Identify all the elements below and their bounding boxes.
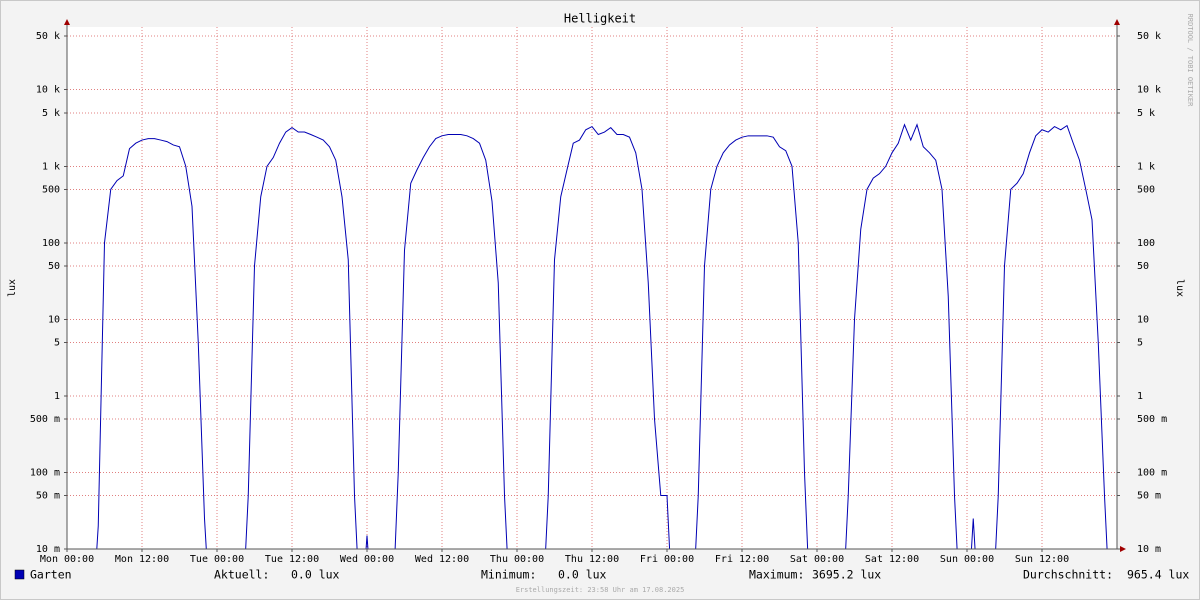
- stat-value: 0.0 lux: [558, 568, 607, 582]
- y-tick-label: 10: [48, 314, 60, 325]
- y-tick-label: 100: [42, 238, 60, 249]
- x-tick-label: Mon 12:00: [115, 554, 169, 565]
- x-tick-label: Tue 12:00: [265, 554, 319, 565]
- legend-label: Garten: [30, 568, 72, 582]
- lines: [96, 123, 1108, 549]
- x-tick-label: Mon 00:00: [40, 554, 94, 565]
- y-tick-label: 5 k: [42, 108, 60, 119]
- stat-label: Minimum:: [481, 568, 536, 582]
- y2-tick-label: 100: [1137, 238, 1155, 249]
- x-tick-label: Tue 00:00: [190, 554, 244, 565]
- series-line: [96, 123, 1108, 549]
- legend-swatch: [14, 569, 25, 580]
- axis-arrow: [1114, 19, 1120, 25]
- y2-tick-label: 10: [1137, 314, 1149, 325]
- y2-tick-label: 10 m: [1137, 544, 1161, 555]
- footer: Erstellungszeit: 23:58 Uhr am 17.08.2025: [516, 586, 685, 594]
- y2-tick-label: 5 k: [1137, 108, 1155, 119]
- stat-value: 965.4 lux: [1127, 568, 1189, 582]
- y2-tick-label: 50 m: [1137, 490, 1161, 501]
- y2-tick-label: 500 m: [1137, 414, 1167, 425]
- stat-value: 0.0 lux: [291, 568, 340, 582]
- y-tick-label: 10 k: [36, 85, 60, 96]
- stat-value: 3695.2 lux: [812, 568, 881, 582]
- x-tick-label: Wed 00:00: [340, 554, 394, 565]
- y-tick-label: 50 k: [36, 31, 60, 42]
- y2-tick-label: 500: [1137, 184, 1155, 195]
- y2-tick-label: 5: [1137, 337, 1143, 348]
- x-tick-label: Fri 00:00: [640, 554, 694, 565]
- stat-label: Maximum:: [749, 568, 804, 582]
- watermark: RRDTOOL / TOBI OETIKER: [1186, 14, 1194, 108]
- y-tick-label: 1: [54, 391, 60, 402]
- stat-label: Aktuell:: [214, 568, 269, 582]
- x-tick-label: Thu 12:00: [565, 554, 619, 565]
- x-tick-label: Wed 12:00: [415, 554, 469, 565]
- grid: 50 k 50 k 10 k 10 k 5 k 5 k 1 k 1 k 500 500 100 100…: [30, 27, 1167, 565]
- stat-label: Durchschnitt:: [1023, 568, 1113, 582]
- chart-title: Helligkeit: [564, 12, 636, 26]
- y-tick-label: 50 m: [36, 490, 60, 501]
- y2-tick-label: 50 k: [1137, 31, 1161, 42]
- y-axis-label: lux: [7, 279, 18, 297]
- x-tick-label: Sun 00:00: [940, 554, 994, 565]
- x-tick-label: Sat 12:00: [865, 554, 919, 565]
- y-tick-label: 500: [42, 184, 60, 195]
- x-tick-label: Thu 00:00: [490, 554, 544, 565]
- y-tick-label: 50: [48, 261, 60, 272]
- y2-tick-label: 10 k: [1137, 85, 1161, 96]
- x-tick-label: Fri 12:00: [715, 554, 769, 565]
- y2-tick-label: 100 m: [1137, 467, 1167, 478]
- axis-arrow: [64, 19, 70, 25]
- y-tick-label: 1 k: [42, 161, 60, 172]
- y2-tick-label: 50: [1137, 261, 1149, 272]
- legend: Garten Aktuell: 0.0 lux Minimum: 0.0 lux Maxi…: [14, 568, 1189, 582]
- y-tick-label: 10 m: [36, 544, 60, 555]
- axis-arrow: [1120, 546, 1126, 552]
- x-tick-label: Sun 12:00: [1015, 554, 1069, 565]
- axes: [64, 19, 1126, 552]
- y2-tick-label: 1: [1137, 391, 1143, 402]
- y-tick-label: 5: [54, 337, 60, 348]
- y2-tick-label: 1 k: [1137, 161, 1155, 172]
- y-tick-label: 500 m: [30, 414, 60, 425]
- x-tick-label: Sat 00:00: [790, 554, 844, 565]
- y2-axis-label: lux: [1174, 279, 1185, 297]
- y-tick-label: 100 m: [30, 467, 60, 478]
